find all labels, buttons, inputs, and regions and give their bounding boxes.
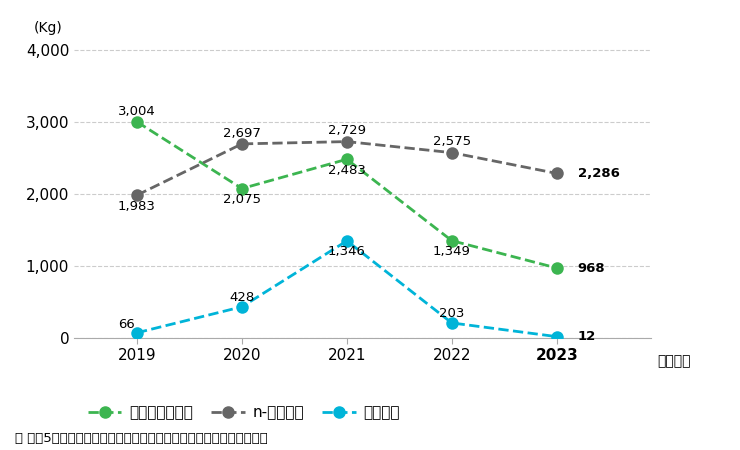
Text: （年度）: （年度） — [657, 354, 690, 368]
Text: (Kg): (Kg) — [33, 21, 62, 35]
Text: 2,575: 2,575 — [433, 135, 471, 148]
Text: 66: 66 — [118, 318, 135, 331]
Text: 2,075: 2,075 — [223, 193, 261, 206]
Text: 968: 968 — [578, 261, 605, 274]
Text: 3,004: 3,004 — [118, 104, 156, 117]
Text: 12: 12 — [578, 330, 596, 343]
Text: 203: 203 — [439, 307, 465, 320]
Text: 1,346: 1,346 — [328, 245, 366, 258]
Text: 2,697: 2,697 — [223, 126, 261, 140]
Legend: ジクロロメタン, n-ヘキサン, トルエン: ジクロロメタン, n-ヘキサン, トルエン — [81, 400, 406, 427]
Text: 2,483: 2,483 — [328, 163, 366, 176]
Text: 428: 428 — [229, 291, 255, 304]
Text: ＊ 過去5年以内に全社取扱量の年間合計が１トンを超えた物質を記載: ＊ 過去5年以内に全社取扱量の年間合計が１トンを超えた物質を記載 — [15, 432, 268, 446]
Text: 2,286: 2,286 — [578, 167, 619, 180]
Text: 1,349: 1,349 — [433, 245, 471, 258]
Text: 1,983: 1,983 — [118, 200, 156, 213]
Text: 2,729: 2,729 — [328, 124, 366, 137]
